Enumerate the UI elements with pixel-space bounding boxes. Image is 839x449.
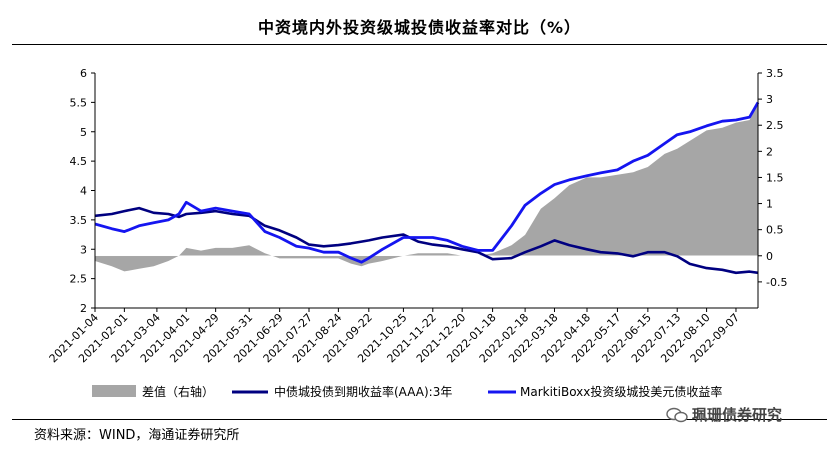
left-tick-label: 4 [80,185,87,198]
right-tick-label: 3 [766,93,773,106]
left-tick-label: 2.5 [70,273,88,286]
wechat-icon [666,407,688,422]
legend-offshore: MarkitiBoxx投资级城投美元债收益率 [488,384,722,399]
right-tick-label: 2 [766,145,773,158]
legend-domestic-label: 中债城投债到期收益率(AAA):3年 [274,384,452,399]
left-tick-label: 3 [80,243,87,256]
title-divider [12,44,827,45]
right-tick-label: 0 [766,250,773,263]
legend: 差值（右轴） 中债城投债到期收益率(AAA):3年 MarkitiBoxx投资级城投… [92,384,722,399]
right-tick-label: 0.5 [766,224,784,237]
source-note: 资料来源：WIND，海通证券研究所 [34,428,240,443]
watermark: 珮珊债券研究 [666,404,782,425]
legend-spread-label: 差值（右轴） [142,384,214,399]
legend-domestic: 中债城投债到期收益率(AAA):3年 [232,384,452,399]
series-lines-layer [94,101,760,275]
left-tick-label: 5 [80,126,87,139]
legend-offshore-label: MarkitiBoxx投资级城投美元债收益率 [520,384,722,399]
right-tick-label: 1 [766,198,773,211]
watermark-text: 珮珊债券研究 [692,406,783,424]
chart-title: 中资境内外投资级城投债收益率对比（%） [257,18,582,37]
left-tick-label: 3.5 [70,214,88,227]
left-tick-label: 2 [80,302,87,315]
right-tick-label: 2.5 [766,119,784,132]
chart: 22.533.544.555.56-0.500.511.522.533.5202… [47,67,788,399]
spread-area-layer [95,101,758,272]
right-tick-label: -0.5 [766,276,787,289]
series-domestic-line [94,206,759,275]
right-tick-label: 3.5 [766,67,784,80]
source-divider [12,419,827,420]
legend-spread-swatch [92,385,136,397]
left-tick-label: 4.5 [70,155,88,168]
left-tick-label: 6 [80,67,87,80]
series-spread-area [95,101,758,272]
series-offshore-line [94,101,760,264]
legend-spread: 差值（右轴） [92,384,214,399]
right-tick-label: 1.5 [766,171,784,184]
left-tick-label: 5.5 [70,96,88,109]
